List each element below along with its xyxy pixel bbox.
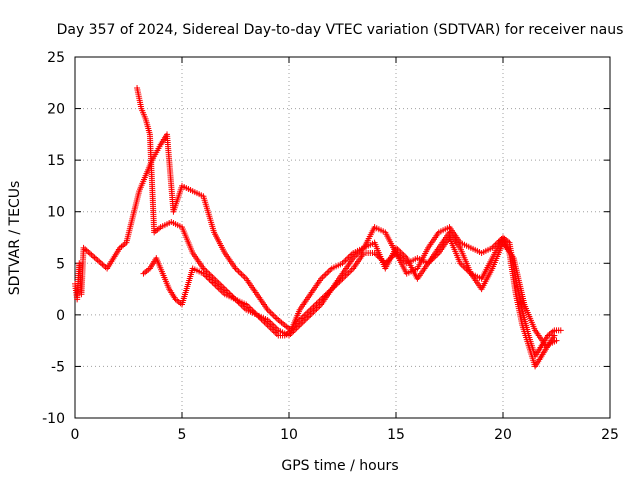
y-tick-label: -10 xyxy=(42,411,65,427)
y-tick-label: 0 xyxy=(56,308,65,324)
y-tick-label: 10 xyxy=(47,205,65,221)
y-tick-label: 25 xyxy=(47,50,65,66)
chart-title: Day 357 of 2024, Sidereal Day-to-day VTE… xyxy=(57,22,624,38)
y-tick-label: 20 xyxy=(47,102,65,118)
plot-frame xyxy=(74,56,611,419)
x-tick-label: 25 xyxy=(601,427,619,443)
axis-ticks: 0 5 10 15 20 25 -10 -5 0 5 10 15 20 25 xyxy=(42,50,619,443)
x-tick-label: 0 xyxy=(71,427,80,443)
y-axis-label: SDTVAR / TECUs xyxy=(7,181,23,296)
x-axis-label: GPS time / hours xyxy=(281,458,398,474)
y-tick-label: 15 xyxy=(47,153,65,169)
y-tick-label: -5 xyxy=(51,359,65,375)
x-tick-label: 15 xyxy=(387,427,405,443)
x-tick-label: 10 xyxy=(280,427,298,443)
data-point xyxy=(553,337,560,344)
x-tick-label: 5 xyxy=(178,427,187,443)
data-point xyxy=(557,327,564,334)
data-point xyxy=(551,332,558,339)
x-tick-label: 20 xyxy=(494,427,512,443)
y-tick-label: 5 xyxy=(56,256,65,272)
data-points xyxy=(72,84,564,370)
